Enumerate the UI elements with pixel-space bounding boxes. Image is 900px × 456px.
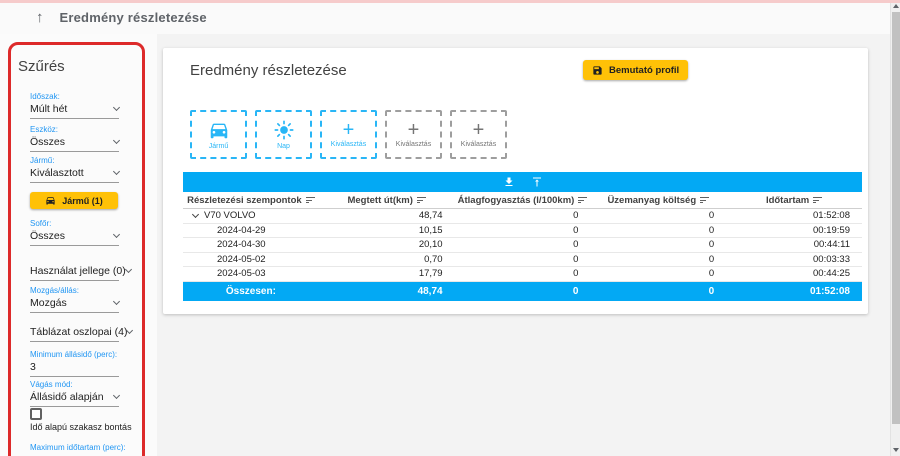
scroll-down-arrow-icon[interactable]	[893, 448, 899, 452]
plus-icon: +	[407, 119, 420, 141]
sidebar-title: Szűrés	[18, 58, 65, 75]
sort-icon	[305, 197, 315, 203]
card-label: Nap	[277, 143, 290, 150]
column-header[interactable]: Átlagfogyasztás (l/100km)	[455, 195, 591, 206]
arrow-up-icon[interactable]: ↑	[36, 8, 44, 26]
table-row-day[interactable]: 2024-05-03 17,79 0 0 00:44:25	[183, 267, 862, 282]
card-day[interactable]: Nap	[255, 110, 312, 159]
scroll-up-arrow-icon[interactable]	[893, 4, 899, 8]
vehicle-count-button[interactable]: Jármű (1)	[30, 192, 118, 209]
cut-mode-value: Állásidő alapján	[30, 391, 104, 403]
plus-icon: +	[472, 119, 485, 141]
vehicle-value: Kiválasztott	[30, 167, 84, 179]
plus-icon: +	[342, 119, 355, 141]
motion-select[interactable]: Mozgás/állás: Mozgás	[30, 286, 121, 313]
table-header-row: Részletezési szempontok Megtett út(km) Á…	[183, 192, 862, 209]
sun-icon	[273, 120, 294, 140]
vertical-align-top-icon[interactable]	[531, 176, 543, 188]
top-app-bar: ↑ Eredmény részletezése	[0, 0, 890, 34]
driver-value: Összes	[30, 230, 66, 242]
chevron-down-icon	[126, 326, 134, 335]
period-value: Múlt hét	[30, 103, 68, 115]
device-select[interactable]: Eszköz: Összes	[30, 125, 121, 152]
device-value: Összes	[30, 136, 66, 148]
min-idle-value: 3	[30, 361, 36, 373]
chevron-down-icon	[112, 167, 121, 176]
chevron-down-icon	[112, 230, 121, 239]
demo-profile-label: Bemutató profil	[609, 64, 680, 76]
sort-icon	[700, 197, 710, 203]
chevron-down-icon[interactable]	[191, 211, 200, 219]
card-label: Kiválasztás	[460, 141, 497, 148]
table-total-row: Összesen: 48,74 0 0 01:52:08	[183, 281, 862, 301]
demo-profile-button[interactable]: Bemutató profil	[583, 60, 689, 80]
card-selection-empty[interactable]: + Kiválasztás	[450, 110, 507, 159]
table-row-vehicle[interactable]: V70 VOLVO 48,74 0 0 01:52:08	[183, 209, 862, 224]
column-header[interactable]: Üzemanyag költség	[590, 195, 726, 206]
vehicle-count-label: Jármű (1)	[62, 195, 103, 206]
sort-icon	[578, 197, 588, 203]
save-icon	[593, 65, 602, 75]
vehicle-select[interactable]: Jármű: Kiválasztott	[30, 156, 121, 183]
vertical-scrollbar[interactable]	[890, 0, 900, 456]
chevron-down-icon	[112, 391, 121, 400]
cut-mode-select[interactable]: Vágás mód: Állásidő alapján	[30, 380, 121, 407]
sort-icon	[813, 197, 823, 203]
card-vehicle[interactable]: Jármű	[190, 110, 247, 159]
car-icon	[210, 123, 227, 139]
top-edge-line	[0, 0, 900, 3]
scrollbar-thumb[interactable]	[892, 12, 900, 424]
cut-mode-label: Vágás mód:	[30, 380, 73, 389]
table-toolbar	[183, 172, 862, 192]
table-row-day[interactable]: 2024-04-29 10,15 0 0 00:19:59	[183, 224, 862, 238]
card-label: Kiválasztás	[395, 141, 432, 148]
column-header[interactable]: Részletezési szempontok	[183, 195, 319, 206]
table-columns-value: Táblázat oszlopai (4)	[30, 326, 128, 338]
chevron-down-icon	[124, 265, 132, 274]
table-columns-select[interactable]: Táblázat oszlopai (4)	[30, 326, 134, 342]
motion-label: Mozgás/állás:	[30, 286, 79, 295]
driver-select[interactable]: Sofőr: Összes	[30, 219, 121, 246]
table-row-day[interactable]: 2024-04-30 20,10 0 0 00:44:11	[183, 238, 862, 253]
device-label: Eszköz:	[30, 125, 59, 134]
motion-value: Mozgás	[30, 297, 67, 309]
filter-sidebar: Szűrés Időszak: Múlt hét Eszköz: Összes …	[0, 34, 157, 456]
checkbox-unchecked[interactable]	[30, 408, 42, 420]
card-selection-active[interactable]: + Kiválasztás	[320, 110, 377, 159]
table-row-day[interactable]: 2024-05-02 0,70 0 0 00:03:33	[183, 253, 862, 267]
chevron-down-icon	[112, 136, 121, 145]
column-header[interactable]: Megtett út(km)	[319, 195, 455, 206]
selection-cards: Jármű Nap + Kiválasztás + Kiválasztás +	[190, 110, 507, 159]
result-card: Eredmény részletezése Bemutató profil Já…	[163, 48, 868, 314]
min-idle-input[interactable]: Minimum állásidő (perc): 3	[30, 350, 119, 377]
max-duration-field[interactable]: Maximum időtartam (perc):	[30, 443, 126, 454]
usage-type-value: Használat jellege (0)	[30, 265, 126, 277]
max-duration-label: Maximum időtartam (perc):	[30, 443, 126, 452]
vehicle-label: Jármű:	[30, 156, 55, 165]
usage-type-select[interactable]: Használat jellege (0)	[30, 265, 132, 281]
card-selection-empty[interactable]: + Kiválasztás	[385, 110, 442, 159]
result-table: Részletezési szempontok Megtett út(km) Á…	[183, 172, 862, 301]
period-label: Időszak:	[30, 92, 60, 101]
card-label: Kiválasztás	[330, 141, 367, 148]
card-label: Jármű	[208, 143, 229, 150]
download-icon[interactable]	[503, 176, 515, 188]
column-header[interactable]: Időtartam	[726, 195, 862, 206]
driver-label: Sofőr:	[30, 219, 52, 228]
page-title: Eredmény részletezése	[59, 9, 207, 25]
chevron-down-icon	[112, 103, 121, 112]
chevron-down-icon	[112, 297, 121, 306]
car-icon	[46, 197, 55, 205]
period-select[interactable]: Időszak: Múlt hét	[30, 92, 121, 119]
time-split-label: Idő alapú szakasz bontás	[30, 422, 132, 432]
min-idle-label: Minimum állásidő (perc):	[30, 350, 118, 359]
card-title: Eredmény részletezése	[190, 62, 347, 79]
sort-icon	[416, 197, 426, 203]
time-split-checkbox-group: Idő alapú szakasz bontás	[30, 408, 140, 432]
